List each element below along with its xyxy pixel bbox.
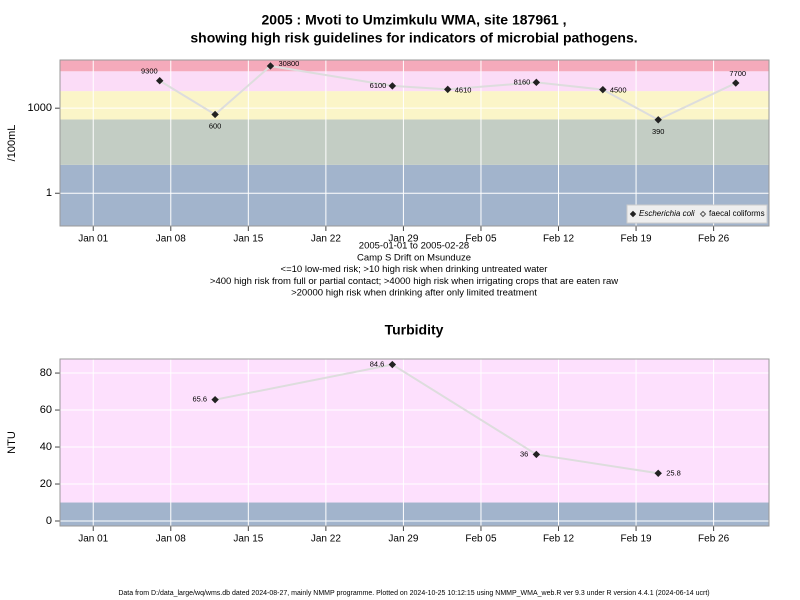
- data-label: 600: [209, 121, 222, 130]
- x-tick-label: Jan 29: [388, 234, 418, 245]
- plot-frame: [59, 358, 770, 527]
- y-axis-label: /100mL: [6, 125, 18, 162]
- data-label: 25.8: [666, 468, 681, 477]
- x-tick-label: Feb 05: [465, 534, 497, 545]
- series-line: [214, 363, 659, 475]
- risk-band: [60, 502, 769, 526]
- x-tick-label: Jan 29: [388, 534, 418, 545]
- risk-band: [60, 119, 769, 165]
- y-axis-label: NTU: [6, 431, 18, 454]
- x-tick-label: Jan 22: [311, 534, 341, 545]
- y-tick-label: 40: [40, 441, 52, 453]
- legend-marker: [629, 210, 637, 218]
- data-label: 36: [520, 449, 528, 458]
- note: <=10 low-med risk; >10 high risk when dr…: [281, 264, 548, 275]
- chart-title: Turbidity: [385, 322, 444, 338]
- data-point: [732, 79, 740, 87]
- x-tick-label: Jan 15: [233, 534, 263, 545]
- x-tick-label: Jan 08: [156, 534, 186, 545]
- data-label: 30800: [278, 59, 299, 68]
- data-label: 6100: [370, 81, 387, 90]
- risk-band: [60, 91, 769, 120]
- y-tick-label: 0: [46, 515, 52, 527]
- data-point: [155, 77, 164, 85]
- x-tick-label: Feb 26: [698, 534, 730, 545]
- x-tick-label: Feb 19: [620, 234, 652, 245]
- x-tick-label: Feb 05: [465, 234, 497, 245]
- note: Camp S Drift on Msunduze: [357, 252, 471, 263]
- data-point: [654, 116, 662, 124]
- risk-band: [60, 359, 769, 503]
- chart-title: showing high risk guidelines for indicat…: [190, 30, 637, 46]
- legend-label: Escherichia coli: [639, 209, 695, 218]
- x-tick-label: Jan 08: [156, 234, 186, 245]
- data-point: [388, 360, 397, 369]
- y-tick-label: 1: [46, 187, 52, 199]
- data-label: 9300: [141, 67, 158, 76]
- x-tick-label: Feb 12: [543, 234, 575, 245]
- data-point: [211, 395, 219, 404]
- data-label: 390: [652, 127, 665, 136]
- legend-label: faecal coliforms: [709, 209, 765, 218]
- risk-band: [60, 71, 769, 92]
- y-tick-label: 20: [40, 478, 52, 490]
- x-tick-label: Feb 26: [698, 234, 730, 245]
- data-label: 7700: [729, 69, 746, 78]
- y-tick-label: 80: [40, 367, 52, 379]
- note: >20000 high risk when drinking after onl…: [291, 288, 537, 299]
- data-label: 8160: [514, 77, 531, 86]
- data-point: [444, 85, 452, 94]
- x-tick-label: Jan 15: [233, 234, 263, 245]
- x-tick-label: Jan 22: [311, 234, 341, 245]
- y-tick-label: 1000: [28, 102, 52, 114]
- x-tick-label: Feb 19: [620, 534, 652, 545]
- data-label: 4610: [455, 85, 472, 94]
- data-point: [599, 85, 607, 94]
- chart-title: 2005 : Mvoti to Umzimkulu WMA, site 1879…: [262, 12, 567, 28]
- data-point: [532, 78, 541, 87]
- legend-marker: [699, 210, 707, 218]
- x-tick-label: Feb 12: [543, 534, 575, 545]
- data-label: 84.6: [370, 360, 385, 369]
- x-tick-label: Jan 01: [78, 234, 108, 245]
- data-label: 4500: [610, 86, 627, 95]
- plot-frame: [59, 59, 770, 227]
- note: >400 high risk from full or partial cont…: [210, 276, 618, 287]
- data-label: 65.6: [192, 395, 207, 404]
- data-point: [211, 110, 219, 119]
- y-tick-label: 60: [40, 404, 52, 416]
- x-tick-label: Jan 01: [78, 534, 108, 545]
- note: 2005-01-01 to 2005-02-28: [359, 241, 469, 252]
- legend-box: [626, 204, 768, 224]
- data-point: [266, 62, 275, 70]
- footer: Data from D:/data_large/wq/wms.db dated …: [118, 590, 709, 597]
- data-point: [388, 82, 397, 90]
- data-point: [654, 469, 662, 477]
- data-point: [532, 450, 541, 459]
- risk-band: [60, 60, 769, 72]
